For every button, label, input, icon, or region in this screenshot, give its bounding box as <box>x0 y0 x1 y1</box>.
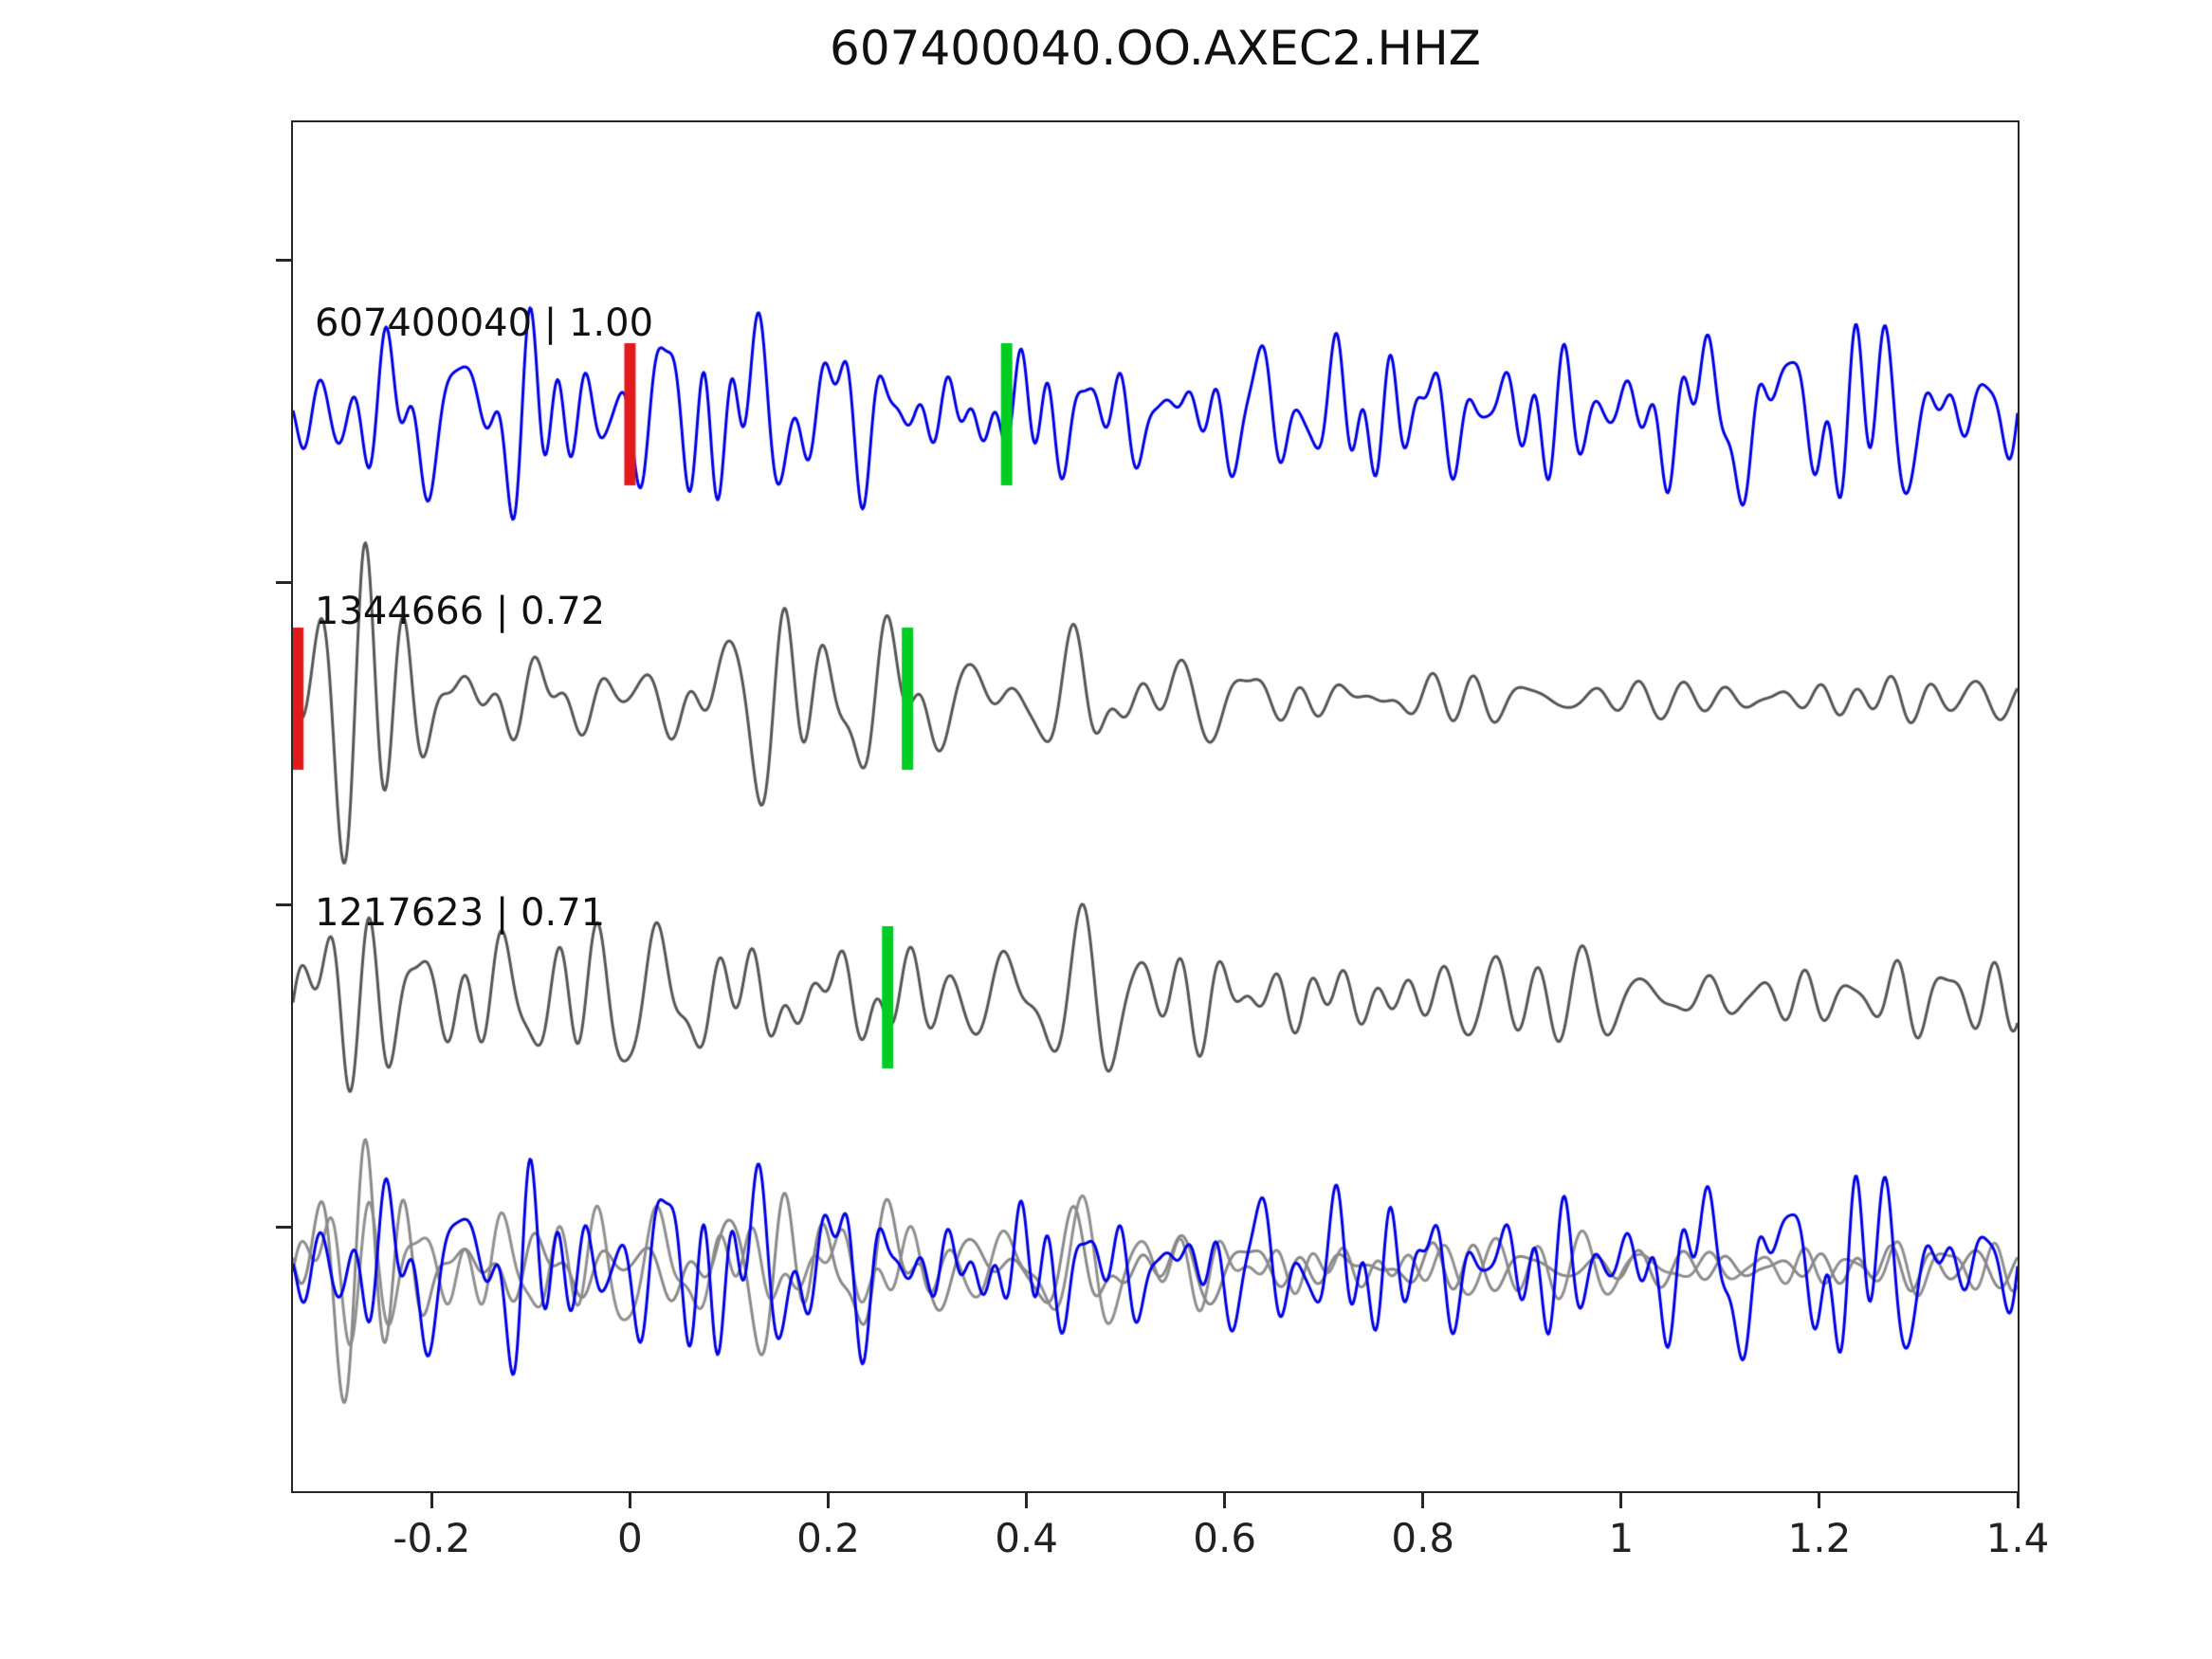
x-axis-tick <box>1223 1493 1227 1508</box>
x-axis-tick-label: 1.2 <box>1787 1515 1852 1561</box>
x-axis-tick <box>2016 1493 2020 1508</box>
y-axis-tick <box>276 580 291 584</box>
trace-label-1344666: 1344666 | 0.72 <box>315 590 606 633</box>
x-axis-tick-label: 0.8 <box>1391 1515 1455 1561</box>
x-axis-tick-label: 1 <box>1608 1515 1635 1561</box>
x-axis-tick <box>628 1493 631 1508</box>
x-axis-tick <box>1619 1493 1623 1508</box>
x-axis-tick-label: -0.2 <box>393 1515 471 1561</box>
x-axis-tick <box>1421 1493 1425 1508</box>
y-axis-tick <box>276 1225 291 1229</box>
x-axis-tick-label: 0.6 <box>1193 1515 1257 1561</box>
x-axis-tick-label: 1.4 <box>1985 1515 2050 1561</box>
x-axis-tick <box>827 1493 831 1508</box>
x-axis-tick <box>430 1493 433 1508</box>
y-axis-tick <box>276 258 291 262</box>
trace-label-1217623: 1217623 | 0.71 <box>315 891 606 935</box>
x-axis-tick-label: 0.4 <box>995 1515 1058 1561</box>
x-axis-tick <box>1025 1493 1029 1508</box>
page-title: 607400040.OO.AXEC2.HHZ <box>830 21 1481 76</box>
plot-area <box>291 120 2020 1493</box>
x-axis-tick <box>1818 1493 1821 1508</box>
y-axis-tick <box>276 902 291 906</box>
waveform-canvas <box>293 122 2018 1491</box>
trace-label-607400040: 607400040 | 1.00 <box>315 301 654 345</box>
x-axis-tick-label: 0.2 <box>796 1515 860 1561</box>
x-axis-tick-label: 0 <box>617 1515 643 1561</box>
